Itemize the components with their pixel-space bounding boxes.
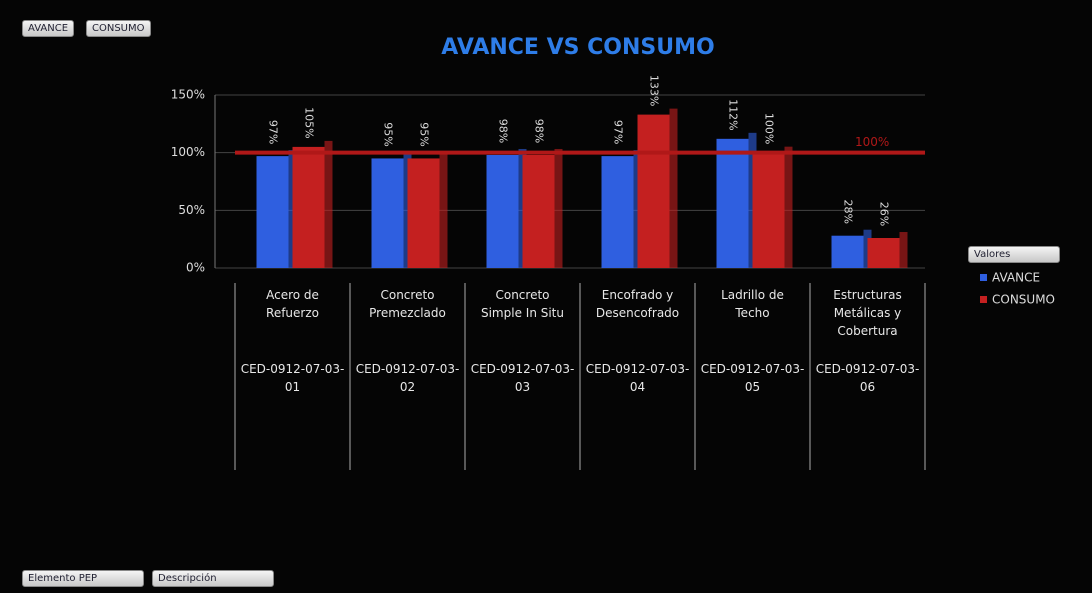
bar-side — [439, 152, 448, 268]
data-label: 98% — [533, 119, 546, 143]
data-label: 133% — [648, 75, 661, 106]
bar-side — [784, 146, 793, 268]
bar-side — [554, 148, 563, 268]
bar — [637, 114, 670, 269]
bar-side — [324, 140, 333, 268]
data-label: 98% — [497, 119, 510, 143]
y-tick-label: 150% — [171, 88, 205, 102]
data-label: 100% — [763, 113, 776, 144]
field-button[interactable]: Descripción — [152, 570, 274, 587]
category-code: CED-0912-07-03-03 — [470, 362, 575, 394]
field-button[interactable]: AVANCE — [22, 20, 75, 37]
data-label: 95% — [382, 122, 395, 146]
legend-title[interactable]: Valores — [968, 246, 1060, 263]
bar — [716, 138, 749, 268]
bar — [867, 238, 900, 268]
reference-label: 100% — [855, 135, 889, 149]
category-code: CED-0912-07-03-01 — [240, 362, 345, 394]
legend-swatch — [980, 274, 987, 281]
y-tick-label: 0% — [186, 261, 205, 275]
chart-title: AVANCE VS CONSUMO — [441, 35, 714, 60]
bar-side — [899, 232, 908, 268]
field-button[interactable]: Elemento PEP — [22, 570, 144, 587]
category-label: Estructuras Metálicas y Cobertura — [833, 288, 902, 338]
category-code: CED-0912-07-03-02 — [355, 362, 460, 394]
category-label: Concreto Simple In Situ — [480, 288, 564, 320]
legend-label: AVANCE — [992, 271, 1040, 285]
category-label: Encofrado y Desencofrado — [595, 288, 680, 320]
bar — [292, 146, 325, 268]
data-label: 105% — [303, 107, 316, 138]
y-tick-label: 50% — [178, 203, 205, 217]
legend-swatch — [980, 296, 987, 303]
category-label: Acero de Refuerzo — [266, 288, 319, 320]
y-tick-label: 100% — [171, 145, 205, 159]
data-label: 97% — [267, 120, 280, 144]
data-label: 26% — [878, 202, 891, 226]
data-label: 95% — [418, 122, 431, 146]
field-button[interactable]: CONSUMO — [86, 20, 151, 37]
bar — [256, 156, 289, 268]
bar — [522, 154, 555, 268]
bar-side — [669, 108, 678, 269]
data-label: 112% — [727, 99, 740, 130]
bar — [752, 152, 785, 268]
category-code: CED-0912-07-03-04 — [585, 362, 690, 394]
legend-label: CONSUMO — [992, 293, 1055, 307]
bar — [486, 154, 519, 268]
category-label: Ladrillo de Techo — [721, 288, 784, 320]
category-code: CED-0912-07-03-06 — [815, 362, 920, 394]
bar — [601, 156, 634, 268]
data-label: 97% — [612, 120, 625, 144]
category-label: Concreto Premezclado — [369, 288, 446, 320]
bar — [831, 235, 864, 268]
bar — [371, 158, 404, 268]
bar — [407, 158, 440, 268]
data-label: 28% — [842, 199, 855, 223]
category-code: CED-0912-07-03-05 — [700, 362, 805, 394]
